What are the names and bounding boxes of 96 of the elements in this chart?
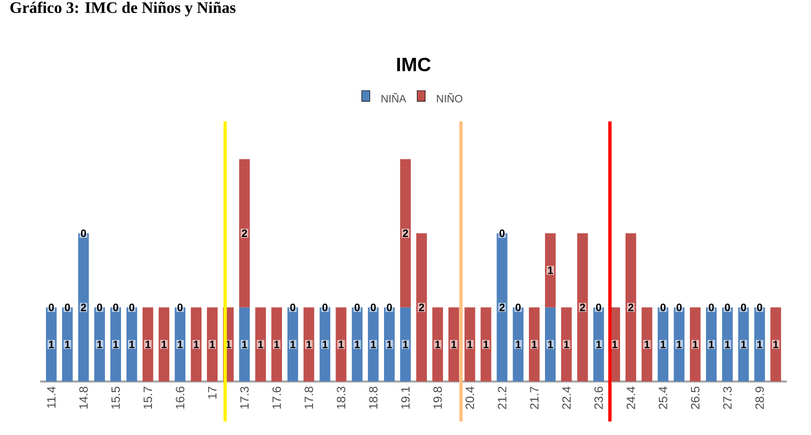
x-tick-label: 20.4 xyxy=(466,386,474,410)
data-label: 0 xyxy=(708,304,714,312)
data-label: 1 xyxy=(532,340,537,348)
data-label: 1 xyxy=(242,340,248,348)
x-tick-label: 26.5 xyxy=(690,386,700,410)
chart-title: IMC xyxy=(397,58,431,72)
data-label: 2 xyxy=(80,304,86,312)
x-tick-label: 28.9 xyxy=(755,386,764,410)
data-label: 1 xyxy=(258,340,264,348)
x-tick-label: 17.3 xyxy=(240,386,249,409)
data-label: 0 xyxy=(97,304,102,312)
data-label: 1 xyxy=(338,340,344,348)
data-label: 0 xyxy=(113,304,118,312)
data-label: 1 xyxy=(403,340,408,348)
data-label: 0 xyxy=(178,304,183,312)
data-label: 1 xyxy=(676,340,682,348)
legend-label: NIÑO xyxy=(437,93,462,103)
data-label: 0 xyxy=(48,304,54,312)
data-label: 2 xyxy=(418,304,424,312)
data-label: 1 xyxy=(725,340,730,348)
data-label: 0 xyxy=(370,304,376,312)
data-label: 1 xyxy=(468,340,473,348)
data-label: 0 xyxy=(129,304,134,312)
data-label: 1 xyxy=(178,340,183,348)
x-tick-label: 23.6 xyxy=(594,386,603,410)
data-label: 1 xyxy=(660,340,666,348)
data-label: 1 xyxy=(741,340,746,348)
data-label: 0 xyxy=(80,230,86,238)
x-tick-label: 17.6 xyxy=(272,386,281,409)
data-label: 1 xyxy=(370,340,376,348)
data-label: 1 xyxy=(354,340,360,348)
data-label: 1 xyxy=(773,340,778,348)
data-label: 2 xyxy=(628,304,634,312)
x-tick-label: 15.7 xyxy=(144,386,152,409)
data-label: 1 xyxy=(548,266,553,274)
x-tick-label: 25.4 xyxy=(658,386,668,410)
x-tick-label: 17.8 xyxy=(304,386,314,409)
data-label: 1 xyxy=(644,340,650,348)
x-tick-label: 18.3 xyxy=(336,386,346,409)
data-label: 0 xyxy=(660,304,666,312)
data-label: 0 xyxy=(64,304,70,312)
data-label: 1 xyxy=(306,340,312,348)
data-label: 1 xyxy=(564,340,570,348)
data-label: 2 xyxy=(580,304,586,312)
data-label: 1 xyxy=(596,340,602,348)
x-tick-label: 22.4 xyxy=(562,386,571,410)
data-label: 1 xyxy=(194,340,199,348)
data-label: 0 xyxy=(322,304,328,312)
data-label: 0 xyxy=(724,304,730,312)
data-label: 1 xyxy=(435,340,440,348)
x-tick-label: 27.3 xyxy=(723,386,732,410)
data-label: 1 xyxy=(709,340,714,348)
x-tick-label: 11.4 xyxy=(47,386,56,408)
data-label: 1 xyxy=(97,340,102,348)
data-label: 1 xyxy=(612,340,618,348)
data-label: 1 xyxy=(113,340,118,348)
data-label: 0 xyxy=(500,230,505,238)
data-label: 1 xyxy=(290,340,296,348)
data-label: 2 xyxy=(242,230,248,238)
x-tick-label: 21.7 xyxy=(530,386,538,410)
x-tick-label: 19.1 xyxy=(401,386,410,409)
data-label: 0 xyxy=(676,304,682,312)
data-label: 1 xyxy=(146,340,151,348)
data-label: 1 xyxy=(516,340,521,348)
data-label: 0 xyxy=(354,304,360,312)
data-label: 1 xyxy=(162,340,167,348)
data-label: 1 xyxy=(484,340,489,348)
data-label: 0 xyxy=(386,304,392,312)
legend-label: NIÑA xyxy=(382,93,406,102)
data-label: 1 xyxy=(322,340,328,348)
data-label: 0 xyxy=(740,304,746,312)
data-label: 1 xyxy=(65,340,70,348)
text: Gráfico 3: IMC de Niños y Niñas xyxy=(10,2,236,16)
x-tick-label: 19.8 xyxy=(433,386,442,409)
data-label: 1 xyxy=(210,340,215,348)
data-label: 1 xyxy=(451,340,456,348)
data-label: 1 xyxy=(387,340,392,348)
data-label: 0 xyxy=(596,304,602,312)
data-label: 1 xyxy=(548,340,553,348)
x-tick-label: 21.2 xyxy=(498,386,506,410)
data-label: 0 xyxy=(516,304,521,312)
data-label: 1 xyxy=(692,340,698,348)
data-label: 1 xyxy=(274,340,280,348)
data-label: 0 xyxy=(757,304,762,312)
x-tick-label: 24.4 xyxy=(626,386,636,410)
data-label: 0 xyxy=(290,304,296,312)
data-label: 1 xyxy=(49,340,54,348)
data-label: 1 xyxy=(129,340,134,348)
x-tick-label: 15.5 xyxy=(112,386,120,409)
x-tick-label: 16.6 xyxy=(176,386,184,409)
x-tick-label: 17 xyxy=(208,386,216,399)
data-label: 2 xyxy=(499,304,505,312)
x-tick-label: 18.8 xyxy=(369,386,378,409)
data-label: 2 xyxy=(402,230,408,238)
x-tick-label: 14.8 xyxy=(79,386,88,409)
data-label: 1 xyxy=(757,340,762,348)
